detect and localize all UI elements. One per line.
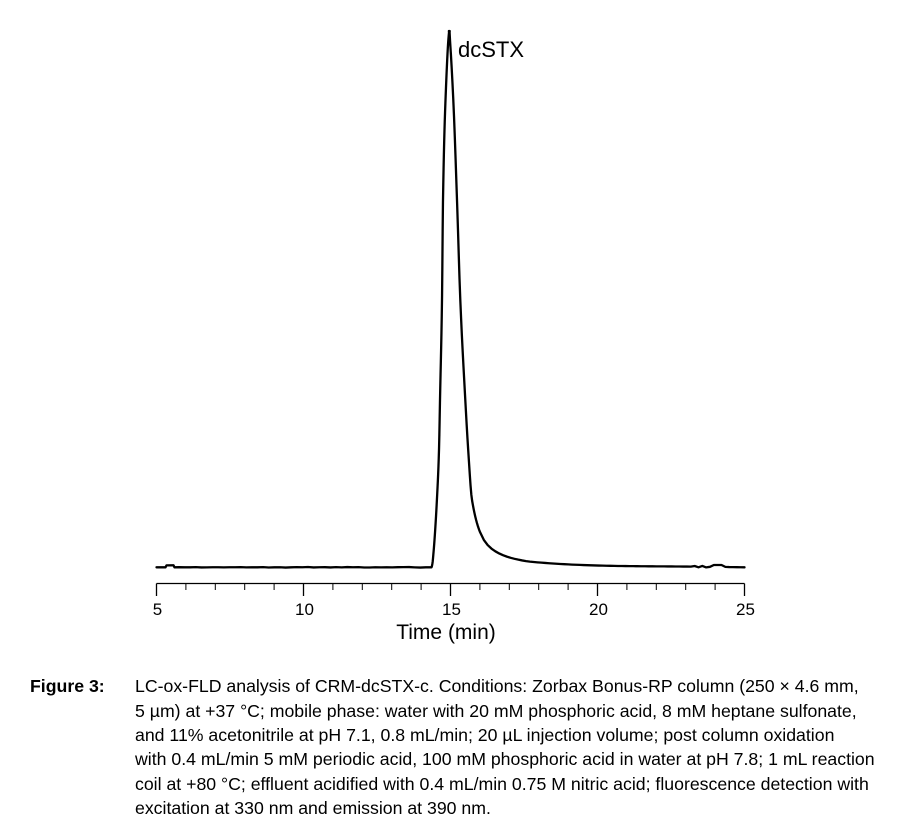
svg-text:Time (min): Time (min) [396,621,496,644]
svg-text:5: 5 [153,600,162,619]
svg-text:10: 10 [295,600,314,619]
svg-text:25: 25 [736,600,755,619]
svg-text:15: 15 [442,600,461,619]
svg-text:dcSTX: dcSTX [458,37,524,62]
svg-text:20: 20 [589,600,608,619]
